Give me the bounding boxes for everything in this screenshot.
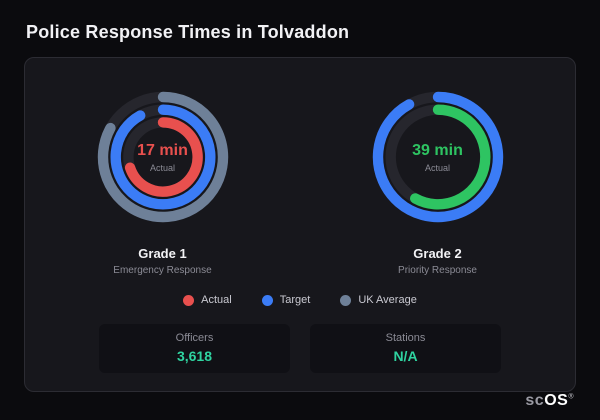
stat-stations: Stations N/A [310,324,501,373]
legend-dot-actual-icon [183,294,195,306]
gauge-grade-1-subtitle: Emergency Response [113,265,212,276]
legend: Actual Target UK Average [25,294,575,306]
registered-trademark-icon: ® [568,393,574,401]
brand-logo: scOS® [525,392,574,410]
legend-label-actual: Actual [201,294,232,306]
gauge-grade-2: 39 min Actual Grade 2 Priority Response [300,82,575,276]
page-title: Police Response Times in Tolvaddon [26,22,350,42]
stats-row: Officers 3,618 Stations N/A [99,324,501,373]
stat-stations-label: Stations [385,332,426,344]
radial-gauge-grade-2 [372,91,503,223]
gauge-grade-2-subtitle: Priority Response [398,265,477,276]
radial-gauge-grade-1 [97,91,228,223]
legend-dot-uk-average-icon [340,294,352,306]
legend-item-target[interactable]: Target [261,294,311,306]
response-times-card: 17 min Actual Grade 1 Emergency Response… [24,57,576,392]
gauge-grade-2-chart: 39 min Actual [363,82,513,232]
legend-item-uk-average[interactable]: UK Average [340,294,417,306]
gauges-row: 17 min Actual Grade 1 Emergency Response… [25,82,575,276]
stat-officers-label: Officers [175,332,214,344]
legend-dot-target-icon [261,294,273,306]
stat-officers: Officers 3,618 [99,324,290,373]
stat-officers-value: 3,618 [176,348,213,364]
gauge-grade-1-chart: 17 min Actual [88,82,238,232]
legend-label-uk-average: UK Average [358,294,417,306]
legend-label-target: Target [279,294,311,306]
stat-stations-value: N/A [393,348,418,364]
brand-prefix: sc [525,392,545,409]
legend-item-actual[interactable]: Actual [183,294,232,306]
gauge-grade-1: 17 min Actual Grade 1 Emergency Response [25,82,300,276]
brand-suffix: OS [544,392,569,409]
gauge-grade-2-name: Grade 2 [413,246,462,261]
gauge-grade-1-name: Grade 1 [138,246,187,261]
